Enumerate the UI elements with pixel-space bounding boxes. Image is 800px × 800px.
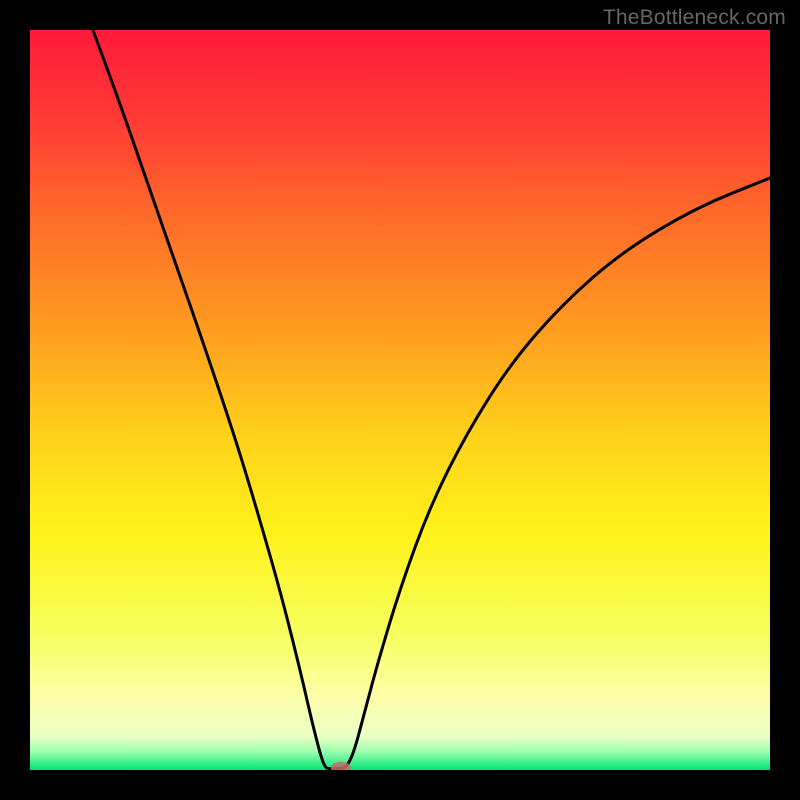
gradient-background bbox=[30, 30, 770, 770]
bottleneck-chart bbox=[30, 30, 770, 770]
chart-container: TheBottleneck.com bbox=[0, 0, 800, 800]
plot-area bbox=[30, 30, 770, 770]
watermark-text: TheBottleneck.com bbox=[603, 6, 786, 30]
